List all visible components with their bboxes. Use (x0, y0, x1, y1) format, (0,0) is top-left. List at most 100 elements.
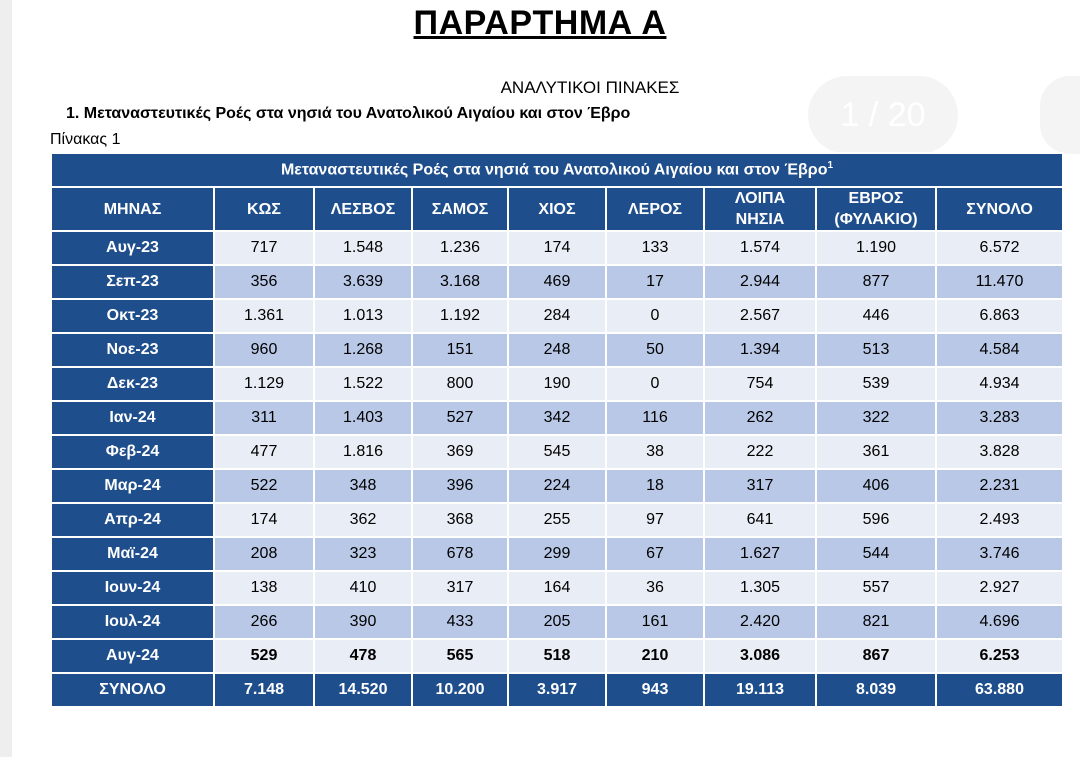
value-cell: 322 (815, 400, 937, 436)
value-cell: 3.168 (411, 264, 509, 300)
value-cell: 3.828 (934, 434, 1065, 470)
value-cell: 2.493 (934, 502, 1065, 538)
value-cell: 262 (703, 400, 817, 436)
value-cell: 641 (703, 502, 817, 538)
table-row: Αυγ-24 529 478 565 518 210 3.086 867 6.253 (50, 638, 1065, 674)
value-cell: 821 (815, 604, 937, 640)
value-cell: 208 (213, 536, 315, 572)
value-cell: 754 (703, 366, 817, 402)
value-cell: 317 (411, 570, 509, 606)
value-cell: 877 (815, 264, 937, 300)
table-banner-footnote: 1 (827, 160, 834, 172)
month-cell: Σεπ-23 (50, 264, 215, 300)
value-cell: 433 (411, 604, 509, 640)
value-cell: 4.584 (934, 332, 1065, 368)
viewer-left-edge (0, 0, 12, 757)
value-cell: 410 (313, 570, 413, 606)
value-cell: 17 (605, 264, 705, 300)
month-cell: Ιουλ-24 (50, 604, 215, 640)
column-header: ΜΗΝΑΣ (50, 186, 215, 232)
value-cell: 557 (815, 570, 937, 606)
value-cell: 222 (703, 434, 817, 470)
table-caption: Πίνακας 1 (50, 131, 121, 148)
total-value-cell: 10.200 (411, 672, 509, 708)
total-value-cell: 7.148 (213, 672, 315, 708)
table-row: Ιαν-24 311 1.403 527 342 116 262 322 3.283 (50, 400, 1065, 436)
value-cell: 18 (605, 468, 705, 504)
viewer-side-handle[interactable] (1040, 76, 1080, 154)
month-cell: Μαϊ-24 (50, 536, 215, 572)
value-cell: 1.403 (313, 400, 413, 436)
value-cell: 1.190 (815, 230, 937, 266)
value-cell: 527 (411, 400, 509, 436)
value-cell: 164 (507, 570, 607, 606)
value-cell: 224 (507, 468, 607, 504)
month-cell: Νοε-23 (50, 332, 215, 368)
table-row: Μαρ-24 522 348 396 224 18 317 406 2.231 (50, 468, 1065, 504)
value-cell: 210 (605, 638, 705, 674)
value-cell: 362 (313, 502, 413, 538)
column-header: ΚΩΣ (213, 186, 315, 232)
month-cell: Φεβ-24 (50, 434, 215, 470)
table-body: Αυγ-23 717 1.548 1.236 174 133 1.574 1.190 6.572… (50, 230, 1065, 708)
table-row: Απρ-24 174 362 368 255 97 641 596 2.493 (50, 502, 1065, 538)
table-row: Ιουλ-24 266 390 433 205 161 2.420 821 4.696 (50, 604, 1065, 640)
value-cell: 174 (213, 502, 315, 538)
value-cell: 1.268 (313, 332, 413, 368)
value-cell: 190 (507, 366, 607, 402)
value-cell: 1.627 (703, 536, 817, 572)
value-cell: 2.567 (703, 298, 817, 334)
total-value-cell: 8.039 (815, 672, 937, 708)
month-cell: Ιουν-24 (50, 570, 215, 606)
value-cell: 539 (815, 366, 937, 402)
value-cell: 2.944 (703, 264, 817, 300)
value-cell: 1.548 (313, 230, 413, 266)
value-cell: 596 (815, 502, 937, 538)
value-cell: 248 (507, 332, 607, 368)
value-cell: 255 (507, 502, 607, 538)
table-row: Νοε-23 960 1.268 151 248 50 1.394 513 4.584 (50, 332, 1065, 368)
table-row: Αυγ-23 717 1.548 1.236 174 133 1.574 1.190 6.572 (50, 230, 1065, 266)
column-header: ΧΙΟΣ (507, 186, 607, 232)
value-cell: 299 (507, 536, 607, 572)
value-cell: 1.522 (313, 366, 413, 402)
table-row: Οκτ-23 1.361 1.013 1.192 284 0 2.567 446 6.863 (50, 298, 1065, 334)
value-cell: 36 (605, 570, 705, 606)
value-cell: 138 (213, 570, 315, 606)
value-cell: 477 (213, 434, 315, 470)
value-cell: 174 (507, 230, 607, 266)
value-cell: 11.470 (934, 264, 1065, 300)
value-cell: 4.696 (934, 604, 1065, 640)
total-value-cell: 63.880 (934, 672, 1065, 708)
value-cell: 0 (605, 366, 705, 402)
value-cell: 960 (213, 332, 315, 368)
value-cell: 348 (313, 468, 413, 504)
value-cell: 396 (411, 468, 509, 504)
total-label-cell: ΣΥΝΟΛΟ (50, 672, 215, 708)
table-row: Ιουν-24 138 410 317 164 36 1.305 557 2.927 (50, 570, 1065, 606)
value-cell: 469 (507, 264, 607, 300)
value-cell: 97 (605, 502, 705, 538)
value-cell: 342 (507, 400, 607, 436)
total-value-cell: 3.917 (507, 672, 607, 708)
total-value-cell: 943 (605, 672, 705, 708)
value-cell: 522 (213, 468, 315, 504)
value-cell: 1.816 (313, 434, 413, 470)
table-row: Σεπ-23 356 3.639 3.168 469 17 2.944 877 11.470 (50, 264, 1065, 300)
value-cell: 1.394 (703, 332, 817, 368)
total-row: ΣΥΝΟΛΟ 7.148 14.520 10.200 3.917 943 19.113 8.0… (50, 672, 1065, 708)
value-cell: 446 (815, 298, 937, 334)
migration-flows-table: Μεταναστευτικές Ροές στα νησιά του Ανατο… (49, 152, 1065, 708)
value-cell: 317 (703, 468, 817, 504)
value-cell: 116 (605, 400, 705, 436)
value-cell: 529 (213, 638, 315, 674)
value-cell: 6.253 (934, 638, 1065, 674)
month-cell: Μαρ-24 (50, 468, 215, 504)
value-cell: 717 (213, 230, 315, 266)
value-cell: 0 (605, 298, 705, 334)
value-cell: 361 (815, 434, 937, 470)
value-cell: 1.574 (703, 230, 817, 266)
column-header: ΣΥΝΟΛΟ (934, 186, 1065, 232)
table-header-row: ΜΗΝΑΣ ΚΩΣ ΛΕΣΒΟΣ ΣΑΜΟΣ ΧΙΟΣ ΛΕΡΟΣ ΛΟΙΠΑ … (50, 186, 1065, 232)
value-cell: 369 (411, 434, 509, 470)
